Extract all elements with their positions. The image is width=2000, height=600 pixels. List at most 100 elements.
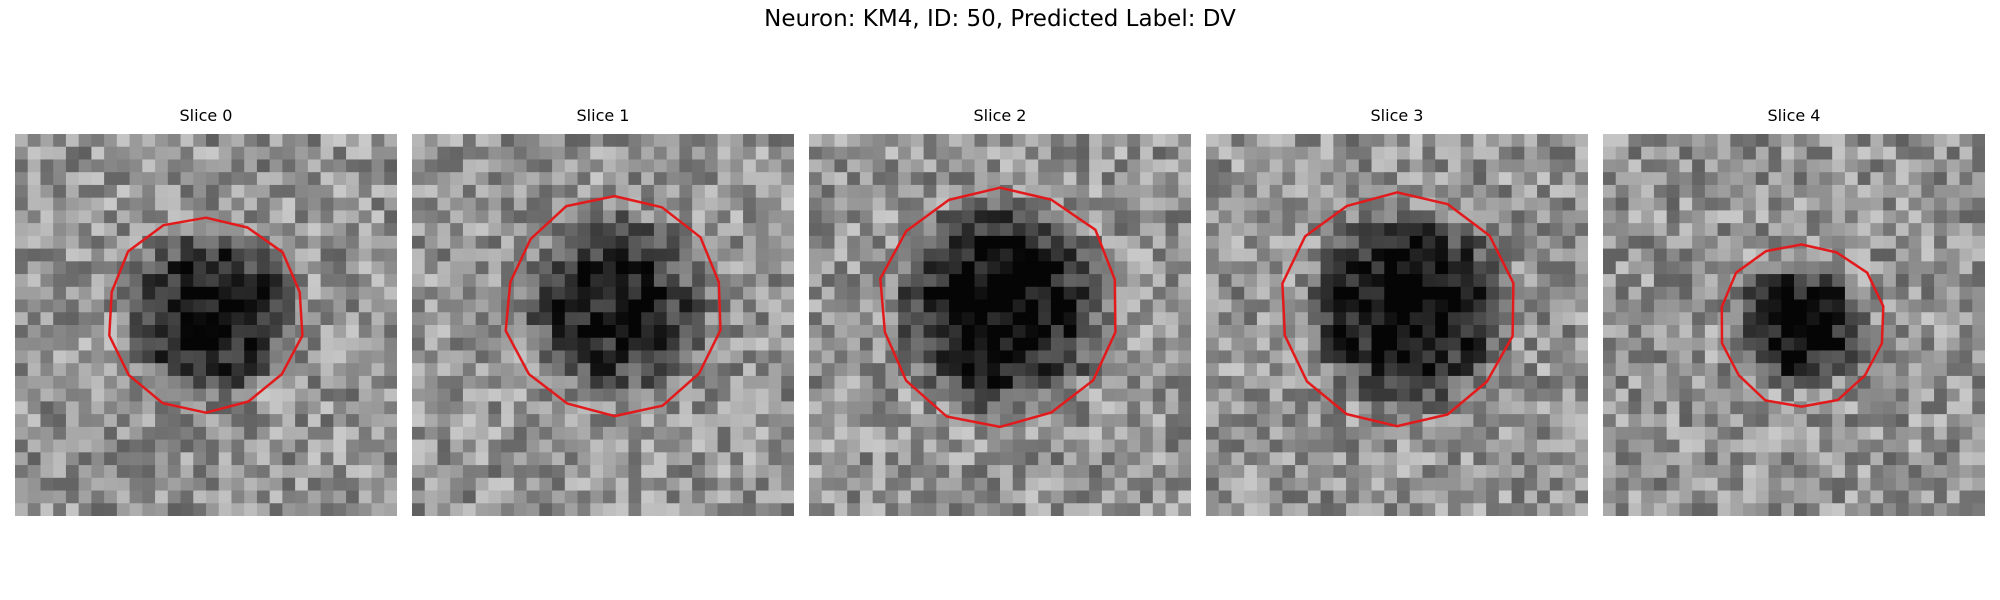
- pixel-cell: [1000, 376, 1013, 389]
- pixel-cell: [104, 427, 117, 440]
- pixel-cell: [809, 350, 822, 363]
- pixel-cell: [847, 440, 860, 453]
- pixel-cell: [1718, 503, 1731, 516]
- pixel-cell: [1679, 401, 1692, 414]
- pixel-cell: [1972, 223, 1985, 236]
- pixel-cell: [1231, 249, 1244, 262]
- pixel-cell: [936, 376, 949, 389]
- pixel-cell: [372, 325, 385, 338]
- pixel-cell: [1486, 147, 1499, 160]
- pixel-cell: [1435, 325, 1448, 338]
- slice-title: Slice 4: [1603, 106, 1985, 125]
- pixel-cell: [924, 261, 937, 274]
- pixel-cell: [295, 414, 308, 427]
- pixel-cell: [450, 198, 463, 211]
- pixel-cell: [578, 159, 591, 172]
- pixel-cell: [1756, 478, 1769, 491]
- pixel-cell: [1756, 427, 1769, 440]
- pixel-cell: [1537, 172, 1550, 185]
- pixel-cell: [1794, 465, 1807, 478]
- pixel-cell: [924, 363, 937, 376]
- pixel-cell: [1461, 465, 1474, 478]
- pixel-cell: [1628, 159, 1641, 172]
- pixel-cell: [1845, 363, 1858, 376]
- pixel-cell: [603, 325, 616, 338]
- pixel-cell: [66, 427, 79, 440]
- pixel-cell: [488, 414, 501, 427]
- pixel-cell: [1537, 440, 1550, 453]
- pixel-cell: [53, 210, 66, 223]
- pixel-cell: [1115, 452, 1128, 465]
- pixel-cell: [1947, 134, 1960, 147]
- pixel-cell: [1166, 401, 1179, 414]
- pixel-cell: [1654, 159, 1667, 172]
- pixel-cell: [476, 274, 489, 287]
- pixel-cell: [667, 312, 680, 325]
- pixel-cell: [679, 147, 692, 160]
- pixel-cell: [924, 274, 937, 287]
- pixel-cell: [219, 478, 232, 491]
- pixel-cell: [1883, 147, 1896, 160]
- pixel-cell: [1794, 376, 1807, 389]
- pixel-cell: [1257, 223, 1270, 236]
- pixel-cell: [117, 198, 130, 211]
- pixel-cell: [1178, 236, 1191, 249]
- pixel-cell: [282, 223, 295, 236]
- pixel-cell: [1679, 249, 1692, 262]
- pixel-cell: [1832, 198, 1845, 211]
- pixel-cell: [1435, 440, 1448, 453]
- pixel-cell: [527, 249, 540, 262]
- pixel-cell: [1705, 261, 1718, 274]
- pixel-cell: [130, 401, 143, 414]
- pixel-cell: [1654, 287, 1667, 300]
- pixel-cell: [346, 210, 359, 223]
- pixel-cell: [384, 185, 397, 198]
- pixel-cell: [1257, 300, 1270, 313]
- pixel-cell: [885, 478, 898, 491]
- pixel-cell: [155, 312, 168, 325]
- pixel-cell: [1000, 338, 1013, 351]
- pixel-cell: [155, 325, 168, 338]
- pixel-cell: [527, 478, 540, 491]
- pixel-cell: [1960, 325, 1973, 338]
- pixel-cell: [898, 274, 911, 287]
- pixel-cell: [270, 389, 283, 402]
- pixel-cell: [384, 287, 397, 300]
- pixel-cell: [1819, 147, 1832, 160]
- pixel-cell: [1359, 287, 1372, 300]
- pixel-cell: [1628, 401, 1641, 414]
- pixel-cell: [79, 261, 92, 274]
- pixel-cell: [1512, 134, 1525, 147]
- pixel-cell: [346, 478, 359, 491]
- pixel-cell: [1282, 147, 1295, 160]
- pixel-cell: [1025, 389, 1038, 402]
- pixel-cell: [667, 465, 680, 478]
- pixel-cell: [730, 338, 743, 351]
- pixel-cell: [333, 185, 346, 198]
- pixel-cell: [1921, 236, 1934, 249]
- pixel-cell: [641, 261, 654, 274]
- pixel-cell: [809, 147, 822, 160]
- pixel-cell: [1308, 427, 1321, 440]
- pixel-cell: [1038, 287, 1051, 300]
- pixel-cell: [1435, 147, 1448, 160]
- pixel-cell: [295, 223, 308, 236]
- pixel-cell: [476, 503, 489, 516]
- pixel-cell: [1140, 223, 1153, 236]
- pixel-cell: [1410, 236, 1423, 249]
- pixel-cell: [898, 287, 911, 300]
- pixel-cell: [834, 427, 847, 440]
- pixel-cell: [1832, 236, 1845, 249]
- pixel-cell: [1705, 389, 1718, 402]
- pixel-cell: [372, 440, 385, 453]
- pixel-cell: [1206, 389, 1219, 402]
- pixel-cell: [718, 261, 731, 274]
- pixel-cell: [1410, 503, 1423, 516]
- pixel-cell: [425, 134, 438, 147]
- pixel-cell: [219, 452, 232, 465]
- pixel-cell: [1730, 223, 1743, 236]
- pixel-cell: [873, 376, 886, 389]
- pixel-cell: [219, 414, 232, 427]
- pixel-cell: [834, 325, 847, 338]
- pixel-cell: [1896, 312, 1909, 325]
